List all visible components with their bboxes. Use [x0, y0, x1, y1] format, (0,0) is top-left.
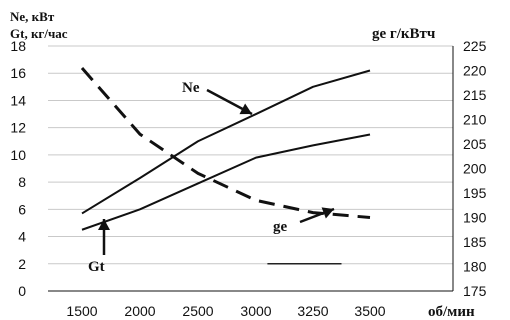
left-y-tick-label: 0 [18, 283, 26, 299]
right-y-tick-label: 210 [463, 112, 487, 128]
left-axis-title-ne: Ne, кВт [10, 9, 55, 24]
x-tick-label: 3250 [297, 303, 328, 319]
right-y-tick-label: 185 [463, 234, 487, 250]
left-y-tick-label: 10 [10, 147, 26, 163]
right-y-tick-label: 195 [463, 185, 487, 201]
gt-arrow [98, 219, 110, 255]
x-tick-label: 3500 [354, 303, 385, 319]
right-y-tick-label: 220 [463, 63, 487, 79]
gt-arrow-head [98, 219, 110, 230]
left-axis-title-gt: Gt, кг/час [10, 26, 68, 41]
right-y-tick-label: 175 [463, 283, 487, 299]
right-y-tick-label: 205 [463, 136, 487, 152]
x-axis-title: об/мин [428, 304, 475, 320]
x-tick-label: 1500 [66, 303, 97, 319]
right-y-tick-label: 200 [463, 161, 487, 177]
chart-spines [48, 46, 454, 292]
ne-arrow-head [239, 103, 252, 115]
right-y-tick-label: 190 [463, 210, 487, 226]
series-arrows [98, 88, 335, 255]
right-y-ticks: 175 180 185 190 195 200 205 210 215 220 225 [463, 38, 487, 299]
series-line-gt [81, 133, 371, 231]
right-y-tick-label: 215 [463, 87, 487, 103]
ge-arrow-head [321, 207, 334, 219]
left-y-tick-label: 6 [18, 201, 26, 217]
series-lines [80, 67, 371, 265]
x-tick-label: 2500 [182, 303, 213, 319]
left-y-tick-label: 12 [10, 120, 26, 136]
right-y-tick-label: 225 [463, 38, 487, 54]
left-y-tick-label: 4 [18, 229, 26, 245]
left-y-tick-label: 18 [10, 38, 26, 54]
right-y-tick-label: 180 [463, 259, 487, 275]
ne-arrow [206, 88, 253, 116]
grid-lines [48, 45, 453, 265]
x-tick-label: 2000 [124, 303, 155, 319]
x-ticks: 1500 2000 2500 3000 3250 3500 [66, 303, 385, 319]
series-line-ne [81, 69, 371, 215]
left-y-tick-label: 14 [10, 92, 26, 108]
x-tick-label: 3000 [240, 303, 271, 319]
series-label-ge: ge [273, 219, 288, 235]
series-label-gt: Gt [88, 259, 105, 275]
left-y-tick-label: 8 [18, 174, 26, 190]
right-axis-title-ge: ge г/кВтч [372, 26, 436, 42]
series-label-ne: Ne [182, 80, 200, 96]
left-y-tick-label: 16 [10, 65, 26, 81]
left-y-tick-label: 2 [18, 256, 26, 272]
ge-arrow [299, 207, 335, 224]
left-y-ticks: 0 2 4 6 8 10 12 14 16 18 [10, 38, 26, 299]
